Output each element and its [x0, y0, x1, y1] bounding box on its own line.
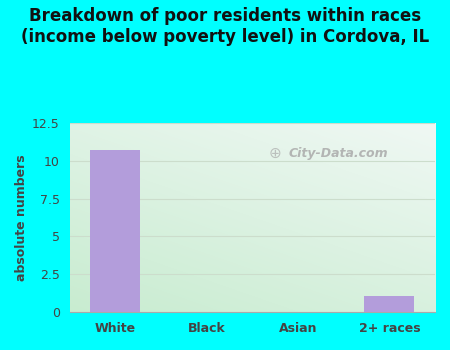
Bar — [364, 296, 414, 312]
Y-axis label: absolute numbers: absolute numbers — [15, 154, 28, 281]
Bar — [90, 150, 140, 312]
Text: Breakdown of poor residents within races
(income below poverty level) in Cordova: Breakdown of poor residents within races… — [21, 7, 429, 46]
Text: ⊕: ⊕ — [269, 146, 282, 161]
Text: City-Data.com: City-Data.com — [289, 147, 388, 160]
